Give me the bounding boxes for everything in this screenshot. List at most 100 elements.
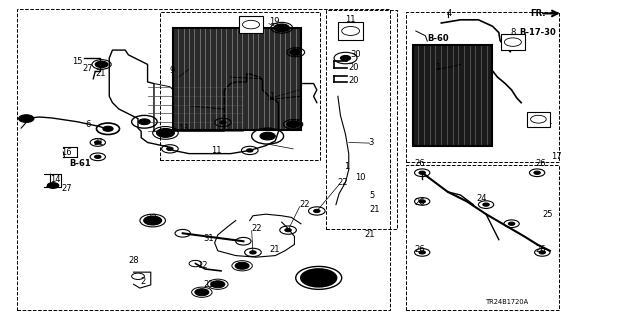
Text: 21: 21 [370,205,380,214]
Text: 21: 21 [93,138,104,147]
Text: 21: 21 [95,69,106,78]
Bar [239,16,263,33]
Text: 20: 20 [349,76,359,85]
Circle shape [167,147,173,150]
Circle shape [539,251,545,254]
Text: 9: 9 [170,66,175,75]
Text: 1: 1 [435,63,440,72]
Bar [17,9,390,310]
Bar [173,28,301,130]
Text: 26: 26 [415,245,425,254]
Text: 27: 27 [83,64,93,73]
Circle shape [103,126,113,131]
Circle shape [19,115,34,123]
Text: 7: 7 [314,272,319,281]
Circle shape [285,228,291,232]
Circle shape [95,141,101,144]
Circle shape [301,269,337,287]
Circle shape [220,121,226,124]
Text: 8: 8 [510,28,516,37]
Text: 13: 13 [178,124,189,132]
Text: 5: 5 [370,190,375,200]
Text: 6: 6 [86,120,91,130]
Text: 12: 12 [197,261,208,270]
Text: 25: 25 [542,210,553,219]
Text: 21: 21 [269,245,280,254]
Circle shape [139,119,150,124]
Circle shape [534,171,540,174]
Circle shape [211,281,225,288]
Text: 23: 23 [147,214,157,223]
Text: 21: 21 [204,280,214,289]
Text: 22: 22 [300,200,310,209]
Text: 26: 26 [536,245,547,254]
Bar [338,22,364,40]
Text: 31: 31 [204,234,214,243]
Circle shape [287,121,300,127]
Circle shape [508,222,515,225]
Text: 11: 11 [346,15,356,24]
Text: B-60: B-60 [428,35,449,44]
Circle shape [260,132,275,140]
Circle shape [246,149,253,152]
Text: 22: 22 [252,224,262,233]
Text: 11: 11 [542,117,553,126]
Text: 21: 21 [365,230,375,239]
Text: 26: 26 [415,159,425,168]
Circle shape [95,61,108,68]
Text: 15: 15 [72,57,83,66]
Circle shape [47,183,59,188]
Bar [413,45,492,146]
Text: 11: 11 [211,146,222,155]
Bar [173,28,301,130]
Circle shape [483,203,489,206]
Text: 14: 14 [51,175,61,184]
Circle shape [274,24,289,32]
Circle shape [250,251,256,254]
Circle shape [290,50,301,55]
Circle shape [314,209,320,212]
Text: 28: 28 [129,256,139,265]
Text: 18: 18 [291,47,302,56]
Text: 21: 21 [237,262,248,271]
Text: 4: 4 [447,9,452,18]
Text: B-61: B-61 [70,159,92,168]
Circle shape [235,262,249,269]
Circle shape [144,216,162,225]
Text: 26: 26 [536,159,547,168]
Text: 11: 11 [242,17,253,26]
Circle shape [340,55,351,60]
Text: 22: 22 [338,178,348,187]
Text: FR.: FR. [531,9,547,18]
Bar [500,34,525,50]
Text: 20: 20 [349,63,359,72]
Text: 19: 19 [269,17,280,26]
Text: 23: 23 [159,130,170,139]
Text: 30: 30 [351,50,361,59]
Circle shape [419,251,426,254]
Text: 3: 3 [368,138,373,147]
Circle shape [95,155,101,158]
Circle shape [419,171,426,174]
Text: 1: 1 [344,162,349,171]
Text: 10: 10 [355,173,365,182]
Text: 16: 16 [61,148,72,156]
Circle shape [157,128,174,137]
Bar [326,10,397,228]
Text: 17: 17 [551,152,562,161]
Bar [413,45,492,146]
Circle shape [195,289,209,296]
Text: 1: 1 [269,92,274,101]
Text: 26: 26 [415,197,425,206]
Bar [527,112,550,127]
Bar [406,12,559,162]
Bar [161,12,320,160]
Text: 27: 27 [61,184,72,193]
Text: B-17-30: B-17-30 [519,28,556,37]
Bar [406,165,559,310]
Circle shape [419,200,426,203]
Text: 2: 2 [140,276,145,285]
Text: 24: 24 [476,194,487,203]
Text: 29: 29 [291,119,302,128]
Text: TR24B1720A: TR24B1720A [486,299,529,305]
